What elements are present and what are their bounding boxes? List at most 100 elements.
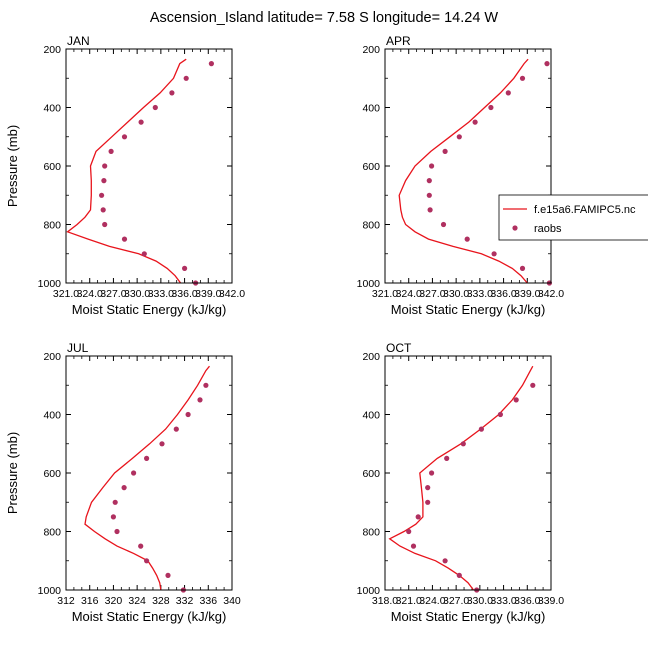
raobs-point: [102, 163, 108, 169]
x-tick-label: 327.0: [100, 288, 126, 300]
y-tick-label: 200: [43, 351, 61, 363]
raobs-point: [415, 514, 421, 520]
plot-frame: [384, 48, 552, 284]
x-tick-label: 339.0: [538, 595, 564, 607]
x-tick-label: 342.0: [538, 288, 564, 300]
plot-frame: [384, 355, 552, 591]
raobs-point: [112, 499, 118, 505]
raobs-point: [444, 455, 450, 461]
raobs-point: [442, 558, 448, 564]
raobs-point: [460, 441, 466, 447]
x-tick-label: 327.0: [443, 595, 469, 607]
x-tick-label: 340: [223, 595, 241, 607]
x-tick-label: 330.0: [467, 595, 493, 607]
model-line: [66, 58, 187, 283]
raobs-point: [197, 397, 203, 403]
y-tick-label: 400: [362, 103, 380, 115]
raobs-point: [426, 192, 432, 198]
plot-frame: [65, 355, 233, 591]
y-tick-label: 600: [362, 161, 380, 173]
raobs-point: [173, 426, 179, 432]
raobs-point: [440, 221, 447, 228]
y-tick-label: 200: [362, 351, 380, 363]
raobs-point: [456, 572, 462, 579]
raobs-point: [141, 251, 147, 257]
raobs-point: [121, 236, 128, 242]
x-tick-label: 312: [57, 595, 75, 607]
raobs-point: [138, 543, 144, 549]
x-tick-label: 336.0: [171, 288, 197, 300]
x-tick-label: 333.0: [148, 288, 174, 300]
y-tick-label: 600: [362, 468, 380, 480]
y-tick-label: 800: [43, 527, 61, 539]
raobs-point: [491, 251, 497, 257]
x-tick-label: 328: [152, 595, 170, 607]
raobs-point: [99, 192, 105, 198]
raobs-point: [464, 236, 470, 242]
x-tick-label: 330.0: [443, 288, 469, 300]
raobs-point: [406, 528, 412, 535]
raobs-point: [144, 455, 150, 461]
raobs-point: [108, 148, 114, 154]
raobs-point: [144, 558, 150, 564]
x-axis-label: Moist Static Energy (kJ/kg): [391, 609, 546, 624]
raobs-point: [429, 163, 435, 169]
legend-obs-swatch: [512, 225, 518, 231]
x-tick-label: 316: [81, 595, 99, 607]
y-tick-label: 1000: [357, 585, 381, 597]
raobs-point: [505, 90, 511, 96]
x-axis-label: Moist Static Energy (kJ/kg): [72, 302, 227, 317]
raobs-point: [169, 90, 175, 96]
panel-apr: APR 321.0324.0327.0330.0333.0336.0339.034…: [357, 34, 565, 317]
raobs-point: [513, 397, 519, 403]
x-tick-label: 342.0: [219, 288, 245, 300]
raobs-point: [488, 104, 494, 111]
legend-model-label: f.e15a6.FAMIPC5.nc: [534, 204, 636, 216]
raobs-point: [472, 119, 478, 125]
x-tick-label: 327.0: [419, 288, 445, 300]
raobs-point: [110, 514, 116, 520]
x-tick-label: 336: [200, 595, 218, 607]
x-tick-label: 318.0: [372, 595, 398, 607]
raobs-point: [165, 572, 171, 579]
y-tick-label: 1000: [38, 278, 62, 290]
panel-oct: OCT 318.0321.0324.0327.0330.0333.0336.033…: [357, 341, 565, 624]
y-tick-label: 800: [362, 220, 380, 232]
raobs-point: [442, 148, 448, 154]
x-tick-label: 339.0: [514, 288, 540, 300]
panel-jul: JUL 312 316 320 324 328 332 336 340 200 400 600 800 1…: [5, 341, 241, 624]
x-tick-label: 332: [176, 595, 194, 607]
legend-obs-label: raobs: [534, 223, 562, 235]
y-tick-label: 400: [362, 410, 380, 422]
raobs-point: [544, 61, 550, 67]
y-tick-label: 400: [43, 410, 61, 422]
raobs-point: [185, 411, 191, 418]
y-tick-label: 1000: [357, 278, 381, 290]
raobs-point: [203, 382, 209, 388]
raobs-point: [159, 441, 165, 447]
x-tick-label: 336.0: [514, 595, 540, 607]
model-line: [398, 58, 529, 283]
raobs-point: [426, 178, 432, 184]
raobs-point: [208, 61, 214, 67]
y-tick-label: 600: [43, 468, 61, 480]
legend: f.e15a6.FAMIPC5.nc raobs: [498, 194, 648, 241]
x-tick-label: 330.0: [124, 288, 150, 300]
raobs-point: [478, 426, 484, 432]
x-tick-label: 324.0: [396, 288, 422, 300]
raobs-point: [114, 528, 120, 535]
y-tick-label: 800: [43, 220, 61, 232]
x-tick-label: 324: [128, 595, 146, 607]
panel-label: JAN: [67, 34, 90, 48]
plot-frame: [65, 48, 233, 284]
panel-label: JUL: [67, 341, 89, 355]
x-tick-label: 321.0: [396, 595, 422, 607]
y-axis-label: Pressure (mb): [5, 125, 20, 207]
x-tick-label: 320: [105, 595, 123, 607]
x-tick-label: 339.0: [195, 288, 221, 300]
raobs-point: [519, 265, 526, 271]
y-tick-label: 600: [43, 161, 61, 173]
panel-label: APR: [386, 34, 411, 48]
raobs-point: [519, 75, 526, 81]
panel-label: OCT: [386, 341, 412, 355]
